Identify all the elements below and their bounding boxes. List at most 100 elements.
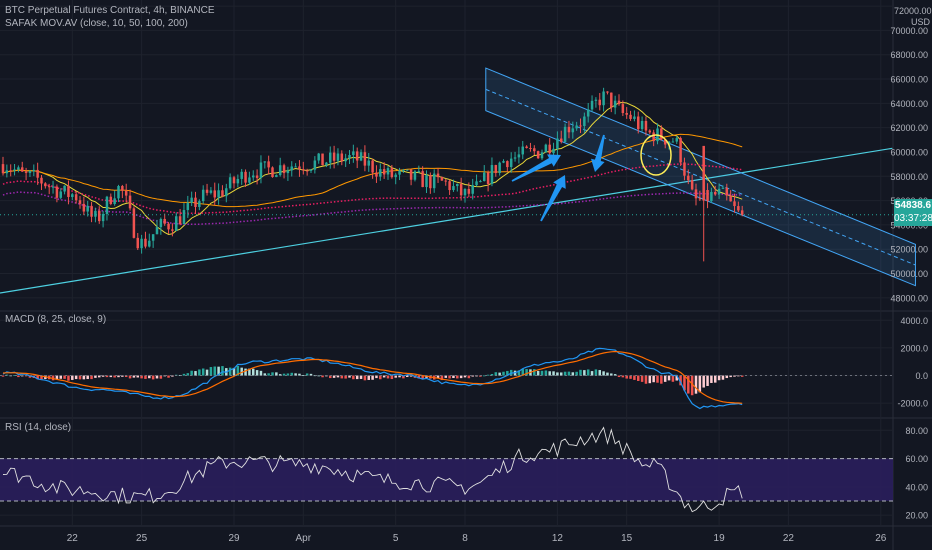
rsi-legend[interactable]: RSI (14, close) <box>5 422 72 433</box>
macd-histogram-bar <box>625 375 628 379</box>
candle-body <box>494 165 498 173</box>
candle-body <box>302 169 305 171</box>
macd-histogram-bar <box>78 375 82 380</box>
candle-body <box>629 114 632 119</box>
candle-body <box>475 181 478 186</box>
macd-histogram-bar <box>159 375 163 379</box>
candles <box>1 87 744 262</box>
macd-histogram-bar <box>687 375 690 394</box>
candle-body <box>17 167 20 170</box>
intersection-circle <box>640 134 672 176</box>
candle-body <box>78 200 82 204</box>
candle-body <box>13 169 16 171</box>
macd-line <box>2 347 743 410</box>
candle-body <box>336 153 340 161</box>
macd-histogram-bar <box>321 375 324 378</box>
candle-body <box>506 161 509 168</box>
macd-histogram-bar <box>348 375 351 378</box>
macd-histogram-bar <box>171 375 174 377</box>
macd-tick-label: 4000.0 <box>900 316 928 326</box>
candle-body <box>109 196 113 205</box>
candle-body <box>182 210 186 225</box>
candle-body <box>563 126 567 142</box>
candle-body <box>498 162 501 173</box>
candle-body <box>602 91 605 106</box>
candle-body <box>679 138 682 163</box>
macd-histogram-bar <box>90 375 93 380</box>
macd-histogram-bar <box>259 370 263 376</box>
arrow-top <box>591 134 605 172</box>
macd-tick-label: -2000.0 <box>897 399 928 409</box>
macd-histogram-bar <box>633 375 636 380</box>
macd-histogram-bar <box>452 375 455 379</box>
y-tick-label: 58000.00 <box>890 172 928 182</box>
candle-body <box>432 173 436 189</box>
candle-body <box>425 175 428 188</box>
ascending-trendline <box>0 147 893 294</box>
y-tick-label: 68000.00 <box>890 50 928 60</box>
candle-body <box>251 175 255 178</box>
candle-body <box>402 169 405 171</box>
candle-body <box>579 125 582 127</box>
macd-histogram-bar <box>136 375 140 378</box>
symbol-legend[interactable]: BTC Perpetual Futures Contract, 4h, BINA… <box>5 5 215 16</box>
candle-body <box>90 205 93 217</box>
macd-histogram-bar <box>629 375 632 379</box>
macd-legend[interactable]: MACD (8, 25, close, 9) <box>5 314 107 325</box>
macd-histogram-bar <box>506 370 509 376</box>
macd-histogram-bar <box>309 373 313 376</box>
macd-histogram-bar <box>660 375 663 384</box>
macd-histogram-bar <box>101 375 105 377</box>
candle-body <box>663 139 667 145</box>
candle-body <box>148 240 151 247</box>
candle-body <box>594 99 598 101</box>
macd-histogram-bar <box>498 372 501 376</box>
candle-body <box>548 144 551 154</box>
macd-histogram-bar <box>182 373 186 376</box>
y-tick-label: 48000.00 <box>890 293 928 303</box>
candle-body <box>552 148 555 154</box>
macd-histogram-bar <box>244 368 247 376</box>
candle-body <box>698 198 702 200</box>
candle-body <box>278 165 282 176</box>
rsi-tick-label: 40.00 <box>905 482 928 492</box>
candle-body <box>67 185 70 197</box>
candle-body <box>290 166 294 171</box>
macd-histogram-bar <box>359 375 363 379</box>
candle-body <box>309 169 313 171</box>
candle-body <box>633 116 636 119</box>
rsi-tick-label: 60.00 <box>905 454 928 464</box>
macd-histogram-bar <box>729 375 732 378</box>
macd-histogram-bar <box>17 375 20 378</box>
macd-histogram-bar <box>128 375 132 379</box>
candle-body <box>190 197 193 203</box>
currency-unit: USD <box>910 17 930 27</box>
macd-histogram-bar <box>610 373 613 376</box>
candle-body <box>94 210 97 217</box>
candle-body <box>332 152 336 161</box>
macd-histogram-bar <box>352 375 355 380</box>
macd-histogram-bar <box>355 375 359 380</box>
candle-body <box>394 174 397 178</box>
macd-histogram-bar <box>109 375 113 378</box>
arrow-left-shape <box>511 154 561 182</box>
macd-histogram-bar <box>606 372 609 376</box>
macd-histogram-bar <box>278 374 282 376</box>
candle-body <box>174 216 178 231</box>
macd-histogram-bar <box>444 375 448 378</box>
macd-histogram-bar <box>617 375 621 378</box>
macd-histogram-bar <box>55 375 59 380</box>
candle-body <box>429 175 432 189</box>
macd-histogram-bar <box>236 365 240 376</box>
macd-histogram-bar <box>51 375 55 381</box>
candle-body <box>440 177 444 181</box>
macd-histogram-bar <box>74 375 78 380</box>
candle-body <box>467 188 471 194</box>
ma-legend[interactable]: SAFAK MOV.AV (close, 10, 50, 100, 200) <box>5 18 188 29</box>
macd-histogram-bar <box>271 372 274 376</box>
candle-body <box>644 121 648 131</box>
macd-histogram-bar <box>232 367 236 376</box>
macd-histogram-bar <box>548 371 551 376</box>
candle-body <box>737 206 740 211</box>
candle-body <box>225 188 228 197</box>
